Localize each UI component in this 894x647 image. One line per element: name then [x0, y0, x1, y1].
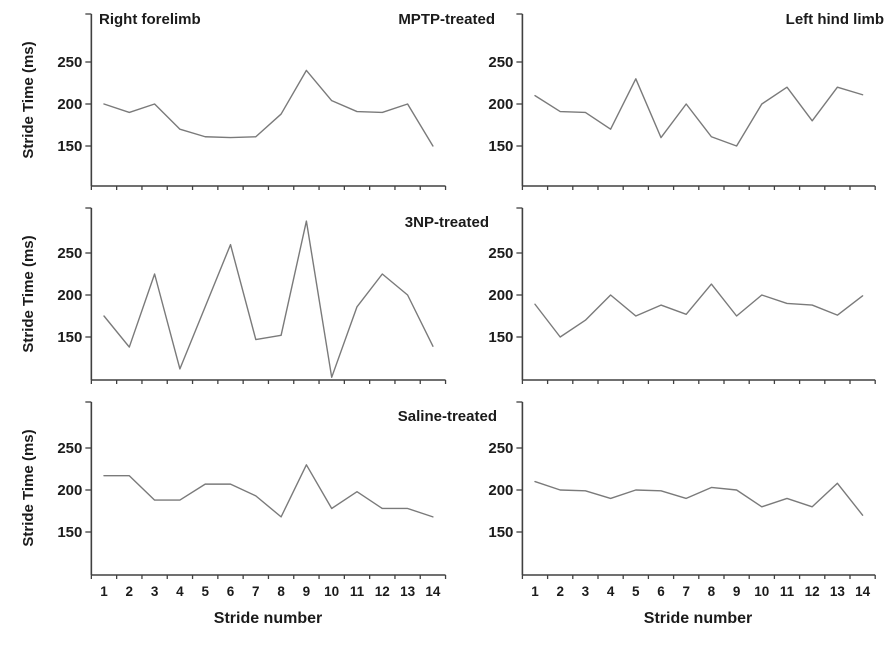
row-label-saline-treated: Saline-treated	[397, 408, 497, 425]
y-tick-label: 200	[488, 482, 513, 499]
x-tick-label: 11	[780, 584, 795, 599]
x-tick-label: 3	[582, 584, 590, 599]
y-tick-label: 150	[488, 524, 513, 541]
panel-title-left-hind-limb: Left hind limb	[785, 11, 884, 28]
x-tick-label: 11	[350, 584, 365, 599]
y-tick-label: 250	[57, 54, 82, 71]
y-axis-title-row-1: Stride Time (ms)	[20, 41, 37, 159]
panel-3np-right-forelimb: 150 200 250	[57, 207, 447, 384]
x-tick-label: 5	[632, 584, 640, 599]
x-tick-label: 8	[277, 584, 285, 599]
panel-mptp-right-forelimb: 150 200 250	[57, 13, 447, 190]
x-tick-label: 9	[303, 584, 311, 599]
x-axis-title-right-column: Stride number	[643, 610, 753, 627]
x-tick-label: 3	[151, 584, 159, 599]
x-tick-label: 13	[400, 584, 416, 599]
y-tick-label: 250	[488, 440, 513, 457]
x-tick-label: 1	[531, 584, 539, 599]
x-tick-label: 5	[201, 584, 209, 599]
panel-title-right-forelimb: Right forelimb	[99, 11, 201, 28]
y-axis-title-row-3: Stride Time (ms)	[20, 429, 37, 547]
x-tick-label: 12	[805, 584, 820, 599]
y-tick-label: 250	[57, 245, 82, 262]
x-tick-label: 8	[708, 584, 716, 599]
x-tick-label: 4	[607, 584, 615, 599]
x-tick-label: 2	[126, 584, 134, 599]
x-tick-label: 6	[227, 584, 235, 599]
x-tick-label: 10	[324, 584, 339, 599]
y-tick-label: 200	[57, 482, 82, 499]
y-tick-label: 200	[57, 96, 82, 113]
stride-time-line-series	[534, 283, 864, 338]
y-tick-label: 200	[488, 96, 513, 113]
y-tick-label: 150	[488, 329, 513, 346]
row-label-mptp-treated: MPTP-treated	[398, 11, 495, 28]
panel-mptp-left-hind-limb: 150 200 250	[488, 13, 876, 190]
y-tick-label: 150	[57, 329, 82, 346]
y-tick-label: 200	[488, 287, 513, 304]
x-tick-label: 6	[657, 584, 665, 599]
stride-time-line-series	[103, 69, 434, 147]
x-tick-label: 14	[425, 584, 441, 599]
x-tick-label: 4	[176, 584, 184, 599]
y-tick-label: 150	[57, 138, 82, 155]
x-tick-label: 9	[733, 584, 741, 599]
x-tick-label: 7	[682, 584, 690, 599]
row-label-3np-treated: 3NP-treated	[404, 214, 489, 231]
stride-time-line-series	[103, 220, 434, 379]
x-tick-label: 2	[556, 584, 564, 599]
y-axis-title-row-2: Stride Time (ms)	[20, 235, 37, 353]
stride-time-line-series	[534, 78, 864, 147]
x-tick-label: 14	[855, 584, 871, 599]
stride-time-line-series	[103, 464, 434, 518]
x-axis-title-left-column: Stride number	[213, 610, 323, 627]
x-tick-label: 1	[100, 584, 108, 599]
x-tick-label: 10	[754, 584, 769, 599]
x-tick-label: 7	[252, 584, 260, 599]
stride-time-line-series	[534, 480, 864, 516]
y-tick-label: 250	[57, 440, 82, 457]
x-tick-label: 13	[830, 584, 846, 599]
y-tick-label: 150	[57, 524, 82, 541]
y-tick-label: 250	[488, 245, 513, 262]
y-tick-label: 150	[488, 138, 513, 155]
y-tick-label: 200	[57, 287, 82, 304]
y-tick-label: 250	[488, 54, 513, 71]
x-tick-label: 12	[375, 584, 390, 599]
panel-3np-left-hind-limb: 150 200 250	[488, 207, 876, 384]
